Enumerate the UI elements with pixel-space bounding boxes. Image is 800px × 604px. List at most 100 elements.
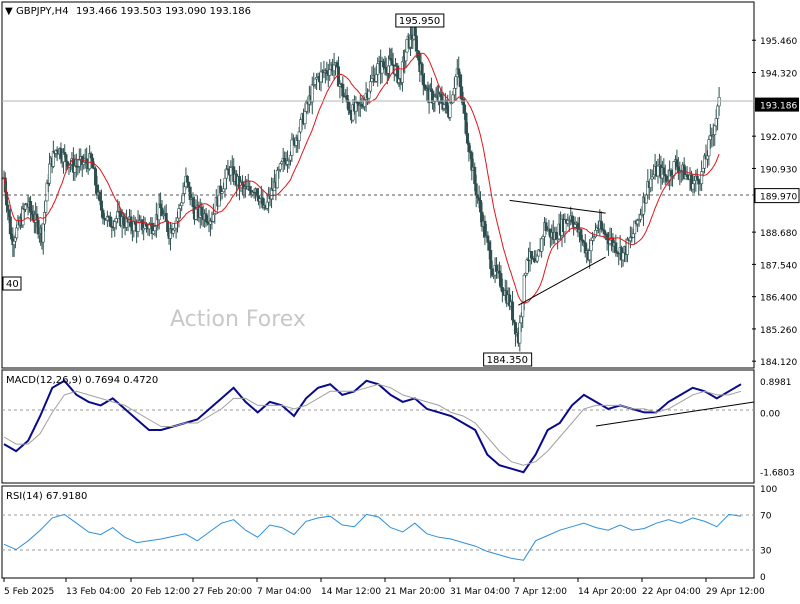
candle-body bbox=[183, 186, 187, 194]
candle-body bbox=[599, 220, 603, 230]
candle-body bbox=[185, 175, 189, 183]
candle-body bbox=[608, 239, 612, 244]
candle-body bbox=[541, 236, 545, 240]
candle-body bbox=[136, 221, 140, 232]
annotation-label: 40 bbox=[6, 279, 19, 290]
moving-average bbox=[3, 52, 720, 304]
candle-body bbox=[519, 316, 523, 324]
candle-body bbox=[171, 229, 175, 234]
candle-body bbox=[89, 153, 93, 159]
candle-body bbox=[404, 51, 408, 62]
candle-body bbox=[177, 208, 181, 219]
candle-body bbox=[716, 105, 720, 119]
candle-body bbox=[223, 177, 227, 190]
candle-body bbox=[420, 63, 424, 76]
candle-body bbox=[341, 83, 345, 97]
macd-panel: MACD(12,26,9) 0.7694 0.4720 0.8981 0.00 -1… bbox=[1, 369, 795, 484]
price-candles bbox=[2, 14, 721, 352]
candle-body bbox=[487, 242, 491, 251]
candle-body bbox=[691, 183, 695, 190]
candle-body bbox=[286, 160, 290, 165]
candle-body bbox=[299, 119, 303, 133]
candle-body bbox=[636, 220, 640, 225]
candle-body bbox=[200, 207, 204, 216]
x-tick-label: 5 Feb 2025 bbox=[4, 587, 54, 597]
candle-body bbox=[473, 166, 477, 185]
candle-body bbox=[522, 274, 526, 304]
candle-body bbox=[187, 181, 191, 188]
candle-body bbox=[483, 220, 487, 238]
x-axis: 5 Feb 2025 13 Feb 04:00 20 Feb 12:00 27 Feb… bbox=[3, 578, 765, 597]
candle-body bbox=[24, 204, 28, 210]
macd-lines bbox=[3, 379, 742, 474]
candle-body bbox=[174, 220, 178, 229]
ma-line bbox=[3, 52, 720, 304]
candle-body bbox=[652, 174, 656, 178]
x-tick-label: 22 Apr 04:00 bbox=[642, 587, 701, 597]
x-tick-label: 7 Apr 12:00 bbox=[514, 587, 567, 597]
x-tick-label: 31 Mar 04:00 bbox=[450, 587, 510, 597]
candle-body bbox=[376, 63, 380, 75]
candle-body bbox=[64, 154, 68, 162]
candle-body bbox=[94, 168, 98, 186]
candle-body bbox=[114, 218, 118, 223]
annotation-box bbox=[395, 13, 445, 28]
rsi-tick-label: 0 bbox=[760, 573, 766, 583]
candle-body bbox=[265, 201, 269, 209]
candle-body bbox=[382, 61, 386, 68]
candle-body bbox=[367, 90, 371, 99]
price-tick-label: 187.540 bbox=[760, 261, 797, 271]
candle-body bbox=[347, 101, 351, 111]
macd-tick-label: 0.00 bbox=[760, 409, 780, 419]
candle-body bbox=[695, 175, 699, 180]
trendline-2 bbox=[518, 256, 606, 306]
annotation-box bbox=[2, 276, 22, 291]
level-tag bbox=[754, 188, 800, 204]
macd-label: MACD(12,26,9) 0.7694 0.4720 bbox=[6, 375, 158, 386]
candle-body bbox=[159, 203, 163, 209]
candle-body bbox=[194, 208, 198, 220]
candle-body bbox=[467, 142, 471, 153]
candle-body bbox=[672, 161, 676, 176]
candle-body bbox=[164, 212, 168, 222]
candle-body bbox=[621, 252, 625, 261]
candle-body bbox=[288, 155, 292, 161]
candle-body bbox=[554, 231, 558, 240]
price-tick-label: 186.400 bbox=[760, 294, 797, 304]
rsi-tick-label: 30 bbox=[760, 547, 772, 557]
candle-body bbox=[448, 102, 452, 118]
price-trendlines bbox=[509, 199, 606, 306]
candle-body bbox=[153, 226, 157, 232]
candle-body bbox=[650, 176, 654, 180]
price-tick-label: 188.680 bbox=[760, 229, 797, 239]
candle-body bbox=[77, 159, 81, 167]
rsi-lines bbox=[3, 513, 742, 561]
candle-body bbox=[713, 125, 717, 135]
rsi-tick-label: 70 bbox=[760, 511, 772, 521]
candle-body bbox=[675, 159, 679, 168]
candle-body bbox=[180, 202, 184, 206]
candle-body bbox=[178, 205, 182, 209]
candle-body bbox=[108, 216, 112, 227]
candle-body bbox=[479, 200, 483, 213]
candle-body bbox=[454, 76, 458, 89]
rsi-panel-frame bbox=[1, 485, 755, 579]
candle-body bbox=[325, 70, 329, 74]
candle-body bbox=[513, 322, 517, 335]
candle-body bbox=[354, 101, 358, 112]
candle-body bbox=[535, 255, 539, 262]
candle-body bbox=[579, 229, 583, 241]
price-panel: Action Forex 195.950 184.350 40 ▼ GBPJPY,H… bbox=[1, 1, 800, 369]
candle-body bbox=[518, 322, 522, 344]
rsi-panel: RSI(14) 67.9180 100 70 30 0 bbox=[1, 485, 777, 583]
candle-body bbox=[113, 221, 117, 228]
candle-body bbox=[477, 197, 481, 201]
watermark: Action Forex bbox=[170, 307, 306, 332]
header-arrow: ▼ bbox=[5, 6, 13, 17]
price-tick-label: 195.460 bbox=[760, 37, 797, 47]
candle-body bbox=[211, 214, 215, 222]
candle-body bbox=[147, 224, 151, 230]
candle-body bbox=[573, 224, 577, 228]
candle-body bbox=[602, 229, 606, 235]
